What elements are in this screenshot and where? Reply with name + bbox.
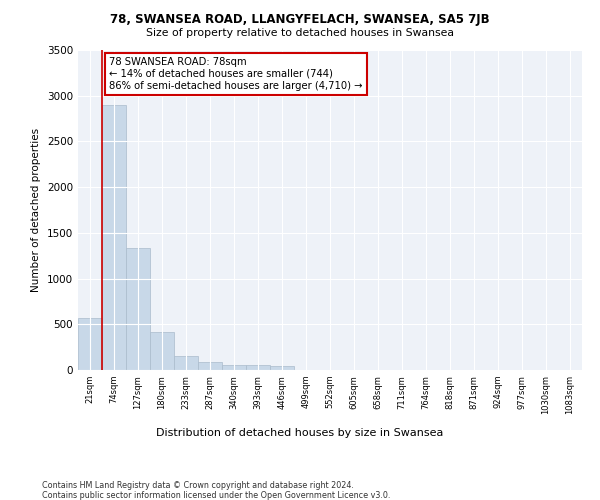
Y-axis label: Number of detached properties: Number of detached properties [31,128,41,292]
Bar [174,356,198,370]
Bar [270,366,294,370]
Bar [246,366,270,370]
Bar [78,318,102,370]
Bar [126,248,150,370]
Text: 78 SWANSEA ROAD: 78sqm
← 14% of detached houses are smaller (744)
86% of semi-de: 78 SWANSEA ROAD: 78sqm ← 14% of detached… [109,58,362,90]
Text: 78, SWANSEA ROAD, LLANGYFELACH, SWANSEA, SA5 7JB: 78, SWANSEA ROAD, LLANGYFELACH, SWANSEA,… [110,12,490,26]
Text: Distribution of detached houses by size in Swansea: Distribution of detached houses by size … [157,428,443,438]
Text: Contains HM Land Registry data © Crown copyright and database right 2024.
Contai: Contains HM Land Registry data © Crown c… [42,480,391,500]
Bar [150,332,174,370]
Bar [102,105,126,370]
Text: Size of property relative to detached houses in Swansea: Size of property relative to detached ho… [146,28,454,38]
Bar [198,362,222,370]
Bar [222,364,246,370]
